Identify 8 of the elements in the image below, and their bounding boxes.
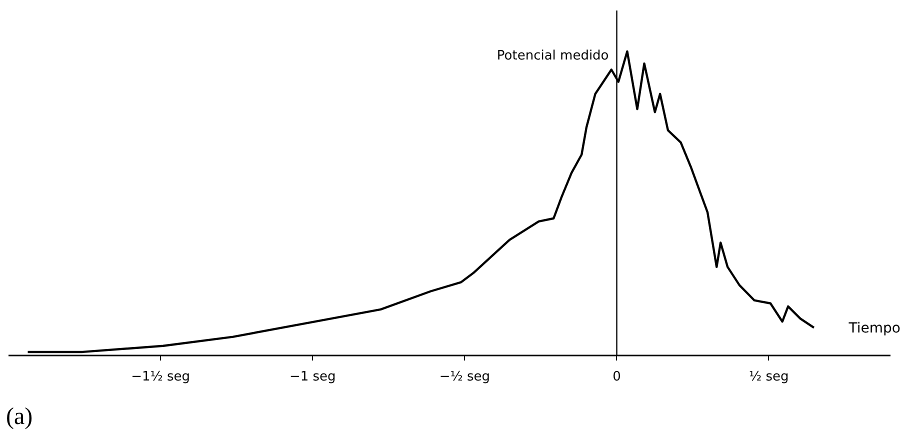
x-tick-label: ½ seg	[748, 370, 789, 384]
x-tick-label: −1½ seg	[131, 370, 190, 384]
text: (a)	[6, 404, 33, 430]
x-tick-label: −1 seg	[289, 370, 336, 384]
x-axis-title: Tiempo	[848, 320, 900, 336]
x-tick-label: 0	[612, 370, 621, 384]
x-tick-label: −½ seg	[439, 370, 490, 384]
y-axis-title: Potencial medido	[496, 48, 609, 64]
